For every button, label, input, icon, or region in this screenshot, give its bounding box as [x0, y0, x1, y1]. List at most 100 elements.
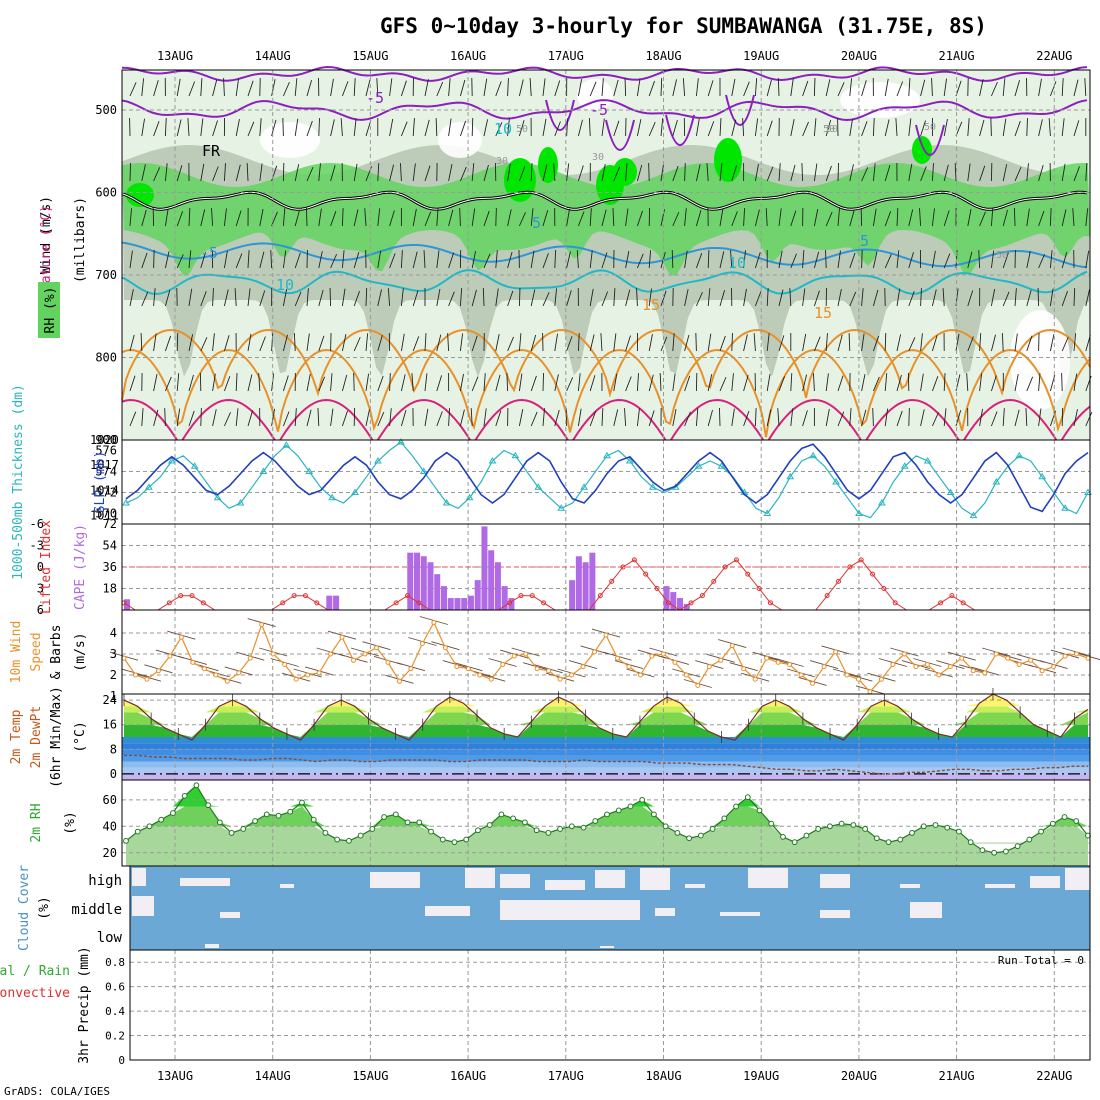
wind10-marker: [557, 676, 563, 682]
lifted-index-marker: [756, 586, 762, 591]
wind10-marker: [396, 678, 402, 684]
wind-barb: [294, 164, 300, 182]
thickness-marker: [236, 499, 245, 506]
wind-barb: [743, 334, 748, 352]
wind-barb: [672, 79, 677, 97]
wind-barb: [566, 377, 574, 392]
wind-barb: [625, 335, 631, 352]
wind-barb: [365, 333, 369, 352]
wind-barb: [884, 165, 891, 182]
wind10-marker: [580, 664, 586, 670]
wind10-marker: [454, 664, 460, 670]
wind-barb: [554, 250, 557, 269]
wind-barb: [919, 208, 922, 227]
cape-bar: [474, 580, 481, 610]
wind10-marker: [293, 676, 299, 682]
wind-barb: [436, 411, 443, 427]
wind-barb: [754, 408, 757, 427]
wind-barb: [164, 251, 170, 269]
contour-minus5-lobe: [915, 124, 945, 156]
wind-barb: [920, 288, 922, 307]
wind-barb: [743, 375, 749, 392]
cloud-clear-gap: [545, 880, 585, 890]
wind-barb: [530, 334, 537, 352]
precip-axis-label-2: Convective: [0, 986, 70, 1001]
thickness-marker: [557, 504, 566, 511]
wind-barb: [589, 334, 595, 352]
wind-barb: [766, 333, 770, 352]
cape-bar: [481, 526, 488, 610]
wind-barb: [884, 119, 890, 137]
wind-barb: [931, 250, 936, 269]
wind-barb: [719, 335, 726, 352]
wind-barb: [896, 81, 904, 97]
wind-barb: [589, 411, 597, 427]
wind10-marker: [626, 664, 632, 670]
wind-barb: [306, 333, 310, 352]
thickness-marker: [717, 462, 726, 469]
temp2m-tick-label: 16: [103, 718, 117, 732]
wind-barb: [200, 118, 204, 137]
rh2m-marker: [768, 820, 775, 827]
wind-barb: [813, 78, 816, 97]
wind-barb: [341, 250, 345, 269]
cloud-clear-gap: [205, 944, 219, 948]
wind10-marker: [546, 668, 552, 674]
thickness-marker: [946, 488, 955, 495]
wind-barb: [872, 118, 875, 137]
wind-barb: [234, 288, 237, 307]
wind-barb: [589, 81, 597, 97]
rh-saturated-patch: [613, 158, 637, 186]
wind-barb: [849, 78, 853, 97]
wind-barb: [129, 250, 133, 269]
wind-barb: [176, 254, 184, 269]
wind-barb: [1038, 253, 1046, 269]
rh2m-marker: [944, 824, 951, 831]
wind10-marker: [523, 651, 529, 657]
wind-barb: [1073, 79, 1079, 97]
run-total-label: Run Total = 0: [998, 954, 1084, 967]
wind-barb: [153, 288, 156, 307]
wind10-marker: [351, 657, 357, 663]
wind-barb: [365, 79, 371, 97]
wind-barb: [176, 373, 180, 392]
wind-barb: [613, 373, 618, 392]
wind-barb: [837, 334, 843, 352]
wind10-marker: [534, 666, 540, 672]
rh2m-marker: [357, 832, 364, 839]
thickness-marker: [969, 511, 978, 519]
wind-barb: [625, 289, 631, 307]
wind-barb: [884, 254, 892, 269]
rh2m-marker: [545, 830, 552, 836]
wind-barb: [399, 163, 402, 182]
wind10-marker: [695, 683, 701, 688]
wind-barb: [353, 163, 358, 182]
wind10-marker: [236, 670, 242, 676]
rh2m-panel: 20 40 60 2m RH (%): [29, 779, 1091, 867]
rh-dry-patch: [438, 122, 482, 158]
rh2m-marker: [287, 808, 294, 815]
temp2m-tick-label: 0: [110, 767, 117, 781]
wind-barb: [212, 373, 216, 392]
cape-tick-label: 72: [103, 517, 117, 531]
wind-barb: [341, 208, 344, 227]
wind-barb: [153, 167, 161, 182]
wind-barb: [1002, 408, 1005, 427]
wind-barb: [518, 212, 526, 227]
wind-barb: [270, 250, 273, 269]
wind-barb: [684, 163, 686, 182]
wind-barb: [247, 333, 252, 352]
wind-barb: [387, 288, 391, 307]
wind-barb: [483, 164, 489, 182]
wind-barb: [317, 408, 320, 427]
cloud-clear-gap: [600, 946, 614, 948]
rh2m-marker: [991, 849, 998, 856]
rh2m-marker: [862, 826, 868, 832]
wind-barb: [1002, 291, 1010, 307]
wind-barb: [601, 252, 608, 269]
rh2m-unit-label: (%): [63, 811, 78, 834]
wind-barb: [389, 164, 395, 182]
wind10-marker: [878, 676, 884, 682]
wind-barb: [153, 333, 157, 352]
wind-barb: [318, 118, 320, 137]
